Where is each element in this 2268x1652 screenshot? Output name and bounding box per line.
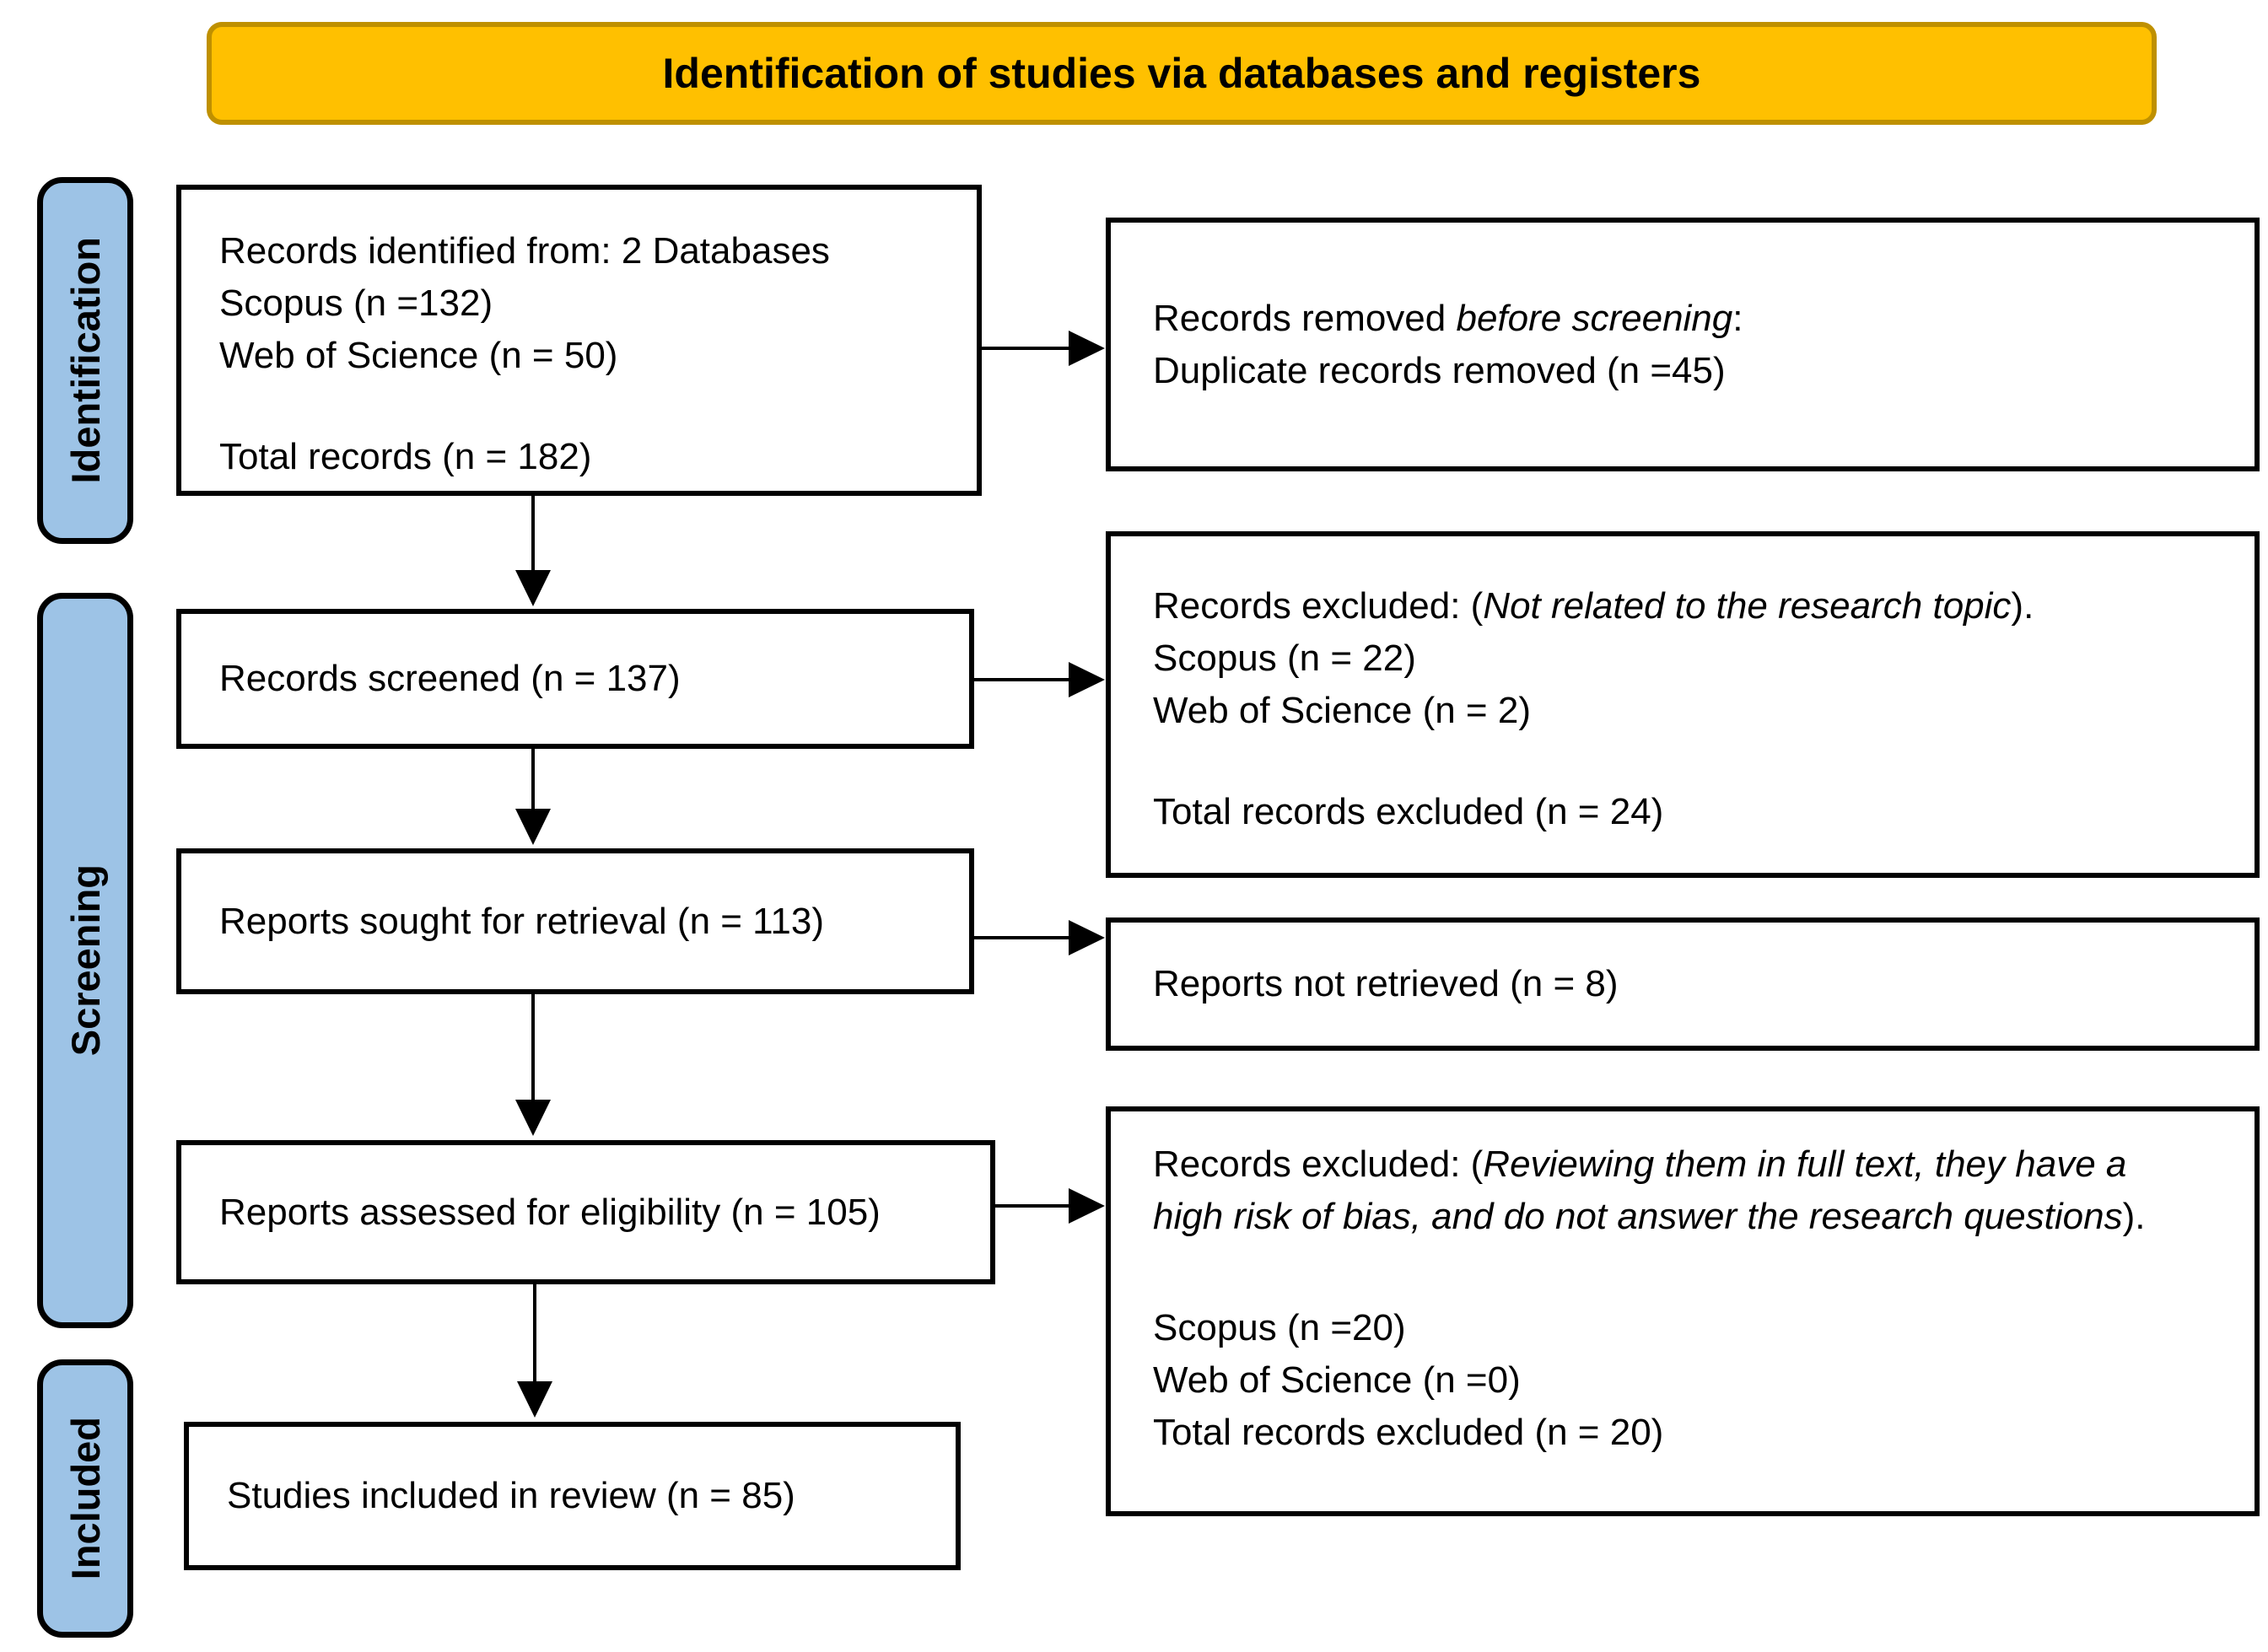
records-identified-box: Records identified from: 2 Databases Sco… [176,185,982,496]
reports-assessed-box: Reports assessed for eligibility (n = 10… [176,1140,995,1284]
title-banner: Identification of studies via databases … [207,22,2157,125]
arrow-down-icon [515,570,551,606]
arrow-line [533,1283,536,1383]
records-screened-label: Records screened (n = 137) [219,658,681,699]
reports-not-retrieved-label: Reports not retrieved (n = 8) [1153,963,1619,1004]
records-removed-before-screening-box: Records removed before screening: Duplic… [1106,218,2260,471]
records-identified-line-3: Web of Science (n = 50) [219,335,618,376]
arrow-line [531,993,535,1101]
arrow-line [982,347,1071,350]
records-identified-line-2: Scopus (n =132) [219,283,493,324]
stage-included-label: Included [62,1417,108,1580]
studies-included-label: Studies included in review (n = 85) [227,1475,795,1516]
duplicates-removed-line: Duplicate records removed (n =45) [1153,349,1726,391]
stage-identification: Identification [37,177,133,544]
records-excluded-screening-box: Records excluded: (Not related to the re… [1106,531,2260,878]
arrow-down-icon [515,809,551,845]
records-identified-total: Total records (n = 182) [219,436,592,477]
arrow-right-icon [1069,1188,1105,1224]
arrow-line [994,1204,1071,1208]
stage-included: Included [37,1359,133,1638]
diagram-title: Identification of studies via databases … [662,50,1701,97]
stage-screening: Screening [37,593,133,1328]
excluded-screening-wos: Web of Science (n = 2) [1153,690,1531,731]
stage-screening-label: Screening [62,864,108,1057]
studies-included-box: Studies included in review (n = 85) [184,1422,961,1570]
records-removed-heading: Records removed before screening: [1153,297,1743,339]
excluded-screening-scopus: Scopus (n = 22) [1153,638,1416,679]
excluded-screening-total: Total records excluded (n = 24) [1153,791,1664,832]
reports-sought-box: Reports sought for retrieval (n = 113) [176,848,974,994]
arrow-line [531,495,535,572]
reports-sought-label: Reports sought for retrieval (n = 113) [219,900,824,942]
reports-not-retrieved-box: Reports not retrieved (n = 8) [1106,917,2260,1051]
records-screened-box: Records screened (n = 137) [176,609,974,749]
arrow-line [531,748,535,810]
excluded-eligibility-scopus: Scopus (n =20) [1153,1307,1406,1348]
arrow-right-icon [1069,920,1105,955]
excluded-eligibility-total: Total records excluded (n = 20) [1153,1412,1664,1453]
records-excluded-eligibility-box: Records excluded: (Reviewing them in ful… [1106,1106,2260,1516]
arrow-line [973,678,1071,681]
arrow-right-icon [1069,331,1105,366]
reports-assessed-label: Reports assessed for eligibility (n = 10… [219,1191,881,1233]
arrow-line [973,936,1071,939]
arrow-right-icon [1069,662,1105,697]
arrow-down-icon [517,1381,552,1418]
records-excluded-eligibility-heading: Records excluded: (Reviewing them in ful… [1153,1143,2146,1237]
stage-identification-label: Identification [62,237,108,484]
excluded-eligibility-wos: Web of Science (n =0) [1153,1359,1521,1401]
arrow-down-icon [515,1100,551,1136]
records-excluded-screening-heading: Records excluded: (Not related to the re… [1153,585,2034,627]
records-identified-line-1: Records identified from: 2 Databases [219,230,830,272]
